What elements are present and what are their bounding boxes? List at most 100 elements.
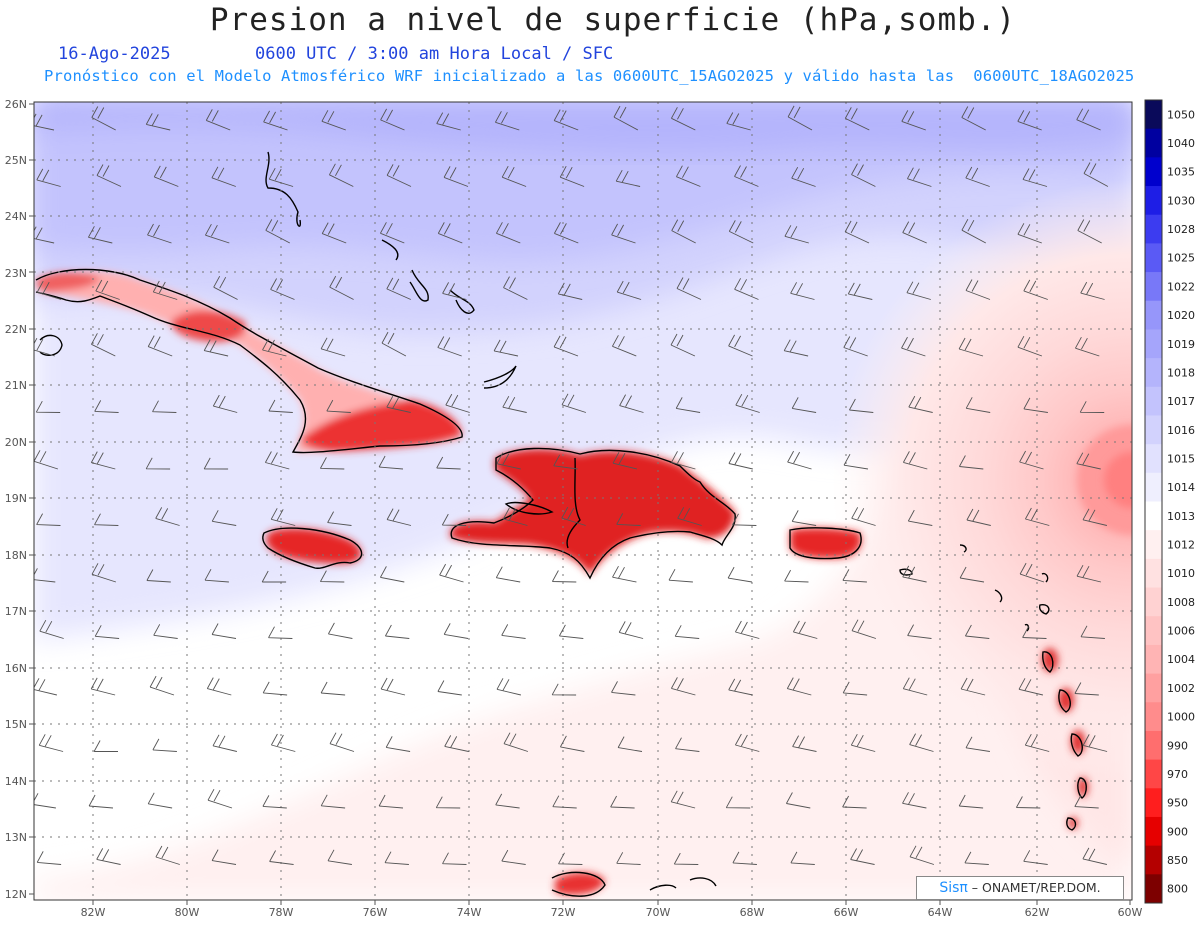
colorbar-swatch: [1145, 788, 1162, 818]
wind-barb: [380, 222, 405, 244]
wind-barb: [902, 792, 927, 809]
wind-barb: [1022, 626, 1047, 639]
colorbar-swatch: [1145, 243, 1162, 273]
wind-barb: [1017, 110, 1042, 131]
wind-barb: [676, 277, 702, 300]
wind-barb: [155, 507, 180, 526]
colorbar-label: 1050: [1167, 108, 1195, 121]
wind-barb: [673, 852, 699, 865]
wind-barb: [1080, 625, 1105, 639]
wind-barb: [668, 568, 693, 583]
wind-barb: [91, 106, 116, 131]
sispi-logo: Sisπ: [939, 880, 968, 896]
wind-barb: [503, 507, 528, 526]
wind-barb: [961, 106, 986, 131]
wind-barb: [965, 736, 990, 752]
wind-barb: [909, 733, 934, 752]
wind-barb: [94, 625, 120, 639]
colorbar-swatch: [1145, 759, 1162, 789]
wind-barb: [965, 166, 990, 187]
colorbar-swatch: [1145, 530, 1162, 560]
wind-barb: [675, 737, 700, 752]
wind-barb: [153, 165, 179, 187]
wind-barb: [670, 333, 696, 357]
wind-barb: [728, 452, 753, 470]
wind-barb: [443, 623, 469, 639]
wind-barb: [793, 620, 818, 639]
lat-label: 21N: [5, 379, 27, 392]
wind-barb: [907, 509, 933, 526]
wind-barb: [902, 565, 927, 583]
wind-barb: [211, 166, 236, 187]
colorbar-label: 1014: [1167, 481, 1195, 494]
wind-barb: [843, 336, 868, 357]
wind-barb: [495, 793, 520, 809]
lat-label: 23N: [5, 267, 27, 280]
colorbar-label: 1008: [1167, 596, 1195, 609]
wind-barb: [557, 282, 583, 300]
lon-label: 64W: [928, 906, 953, 919]
wind-barb: [34, 337, 55, 357]
lat-label: 22N: [5, 323, 27, 336]
wind-barb: [787, 105, 813, 131]
wind-barb: [561, 393, 587, 413]
wind-barb: [326, 399, 351, 413]
wind-barb: [610, 795, 635, 809]
wind-barb: [960, 677, 986, 696]
wind-barb: [262, 681, 288, 696]
wind-barb: [205, 109, 231, 131]
wind-barb: [1082, 734, 1108, 752]
wind-barb: [1023, 279, 1048, 300]
colorbar-label: 1015: [1167, 452, 1195, 465]
wind-barb: [329, 163, 354, 187]
wind-barb: [441, 513, 467, 526]
wind-barb: [38, 734, 64, 752]
wind-barb: [445, 393, 470, 413]
wind-barb: [328, 622, 353, 639]
colorbar-swatch: [1145, 329, 1162, 359]
forecast-time: 0600 UTC / 3:00 am Hora Local / SFC: [255, 44, 614, 64]
wind-barb: [611, 681, 636, 696]
wind-barb: [842, 795, 867, 809]
colorbar-swatch: [1145, 616, 1162, 646]
lon-label: 66W: [834, 906, 859, 919]
wind-barb: [94, 400, 119, 413]
wind-barb: [671, 677, 696, 696]
wind-barb: [901, 110, 926, 131]
wind-barb: [437, 680, 462, 696]
wind-barb: [386, 164, 412, 187]
wind-barb: [320, 794, 346, 809]
wind-barb: [964, 851, 989, 865]
wind-barb: [675, 397, 701, 413]
wind-barb: [554, 222, 579, 244]
chart-title: Presion a nivel de superficie (hPa,somb.…: [209, 2, 1017, 38]
wind-barb: [907, 624, 932, 639]
wind-barb: [728, 220, 754, 244]
wind-barb: [616, 280, 642, 300]
wind-barb: [439, 563, 464, 583]
wind-barb: [612, 335, 637, 357]
wind-barb: [386, 508, 412, 526]
lon-axis: 82W 80W 78W 76W 74W 72W 70W 68W 66W 64W …: [81, 906, 1143, 919]
wind-barb: [783, 339, 809, 357]
wind-barb: [735, 620, 760, 639]
wind-barb: [787, 450, 812, 470]
wind-barb: [735, 733, 760, 752]
colorbar-swatch: [1145, 358, 1162, 388]
wind-barb: [961, 218, 987, 244]
wind-barb: [677, 507, 702, 526]
wind-barb: [203, 339, 229, 357]
wind-barb: [617, 736, 643, 752]
colorbar-swatch: [1145, 386, 1162, 416]
colorbar-label: 1022: [1167, 280, 1195, 293]
wind-barb: [908, 395, 933, 413]
wind-barb: [1019, 562, 1045, 583]
grid: [34, 102, 1132, 900]
lat-label: 16N: [5, 662, 27, 675]
wind-barb: [559, 624, 584, 639]
wind-barb: [96, 848, 121, 865]
wind-barb: [444, 735, 469, 752]
lon-label: 60W: [1118, 906, 1143, 919]
wind-barb: [268, 626, 293, 639]
